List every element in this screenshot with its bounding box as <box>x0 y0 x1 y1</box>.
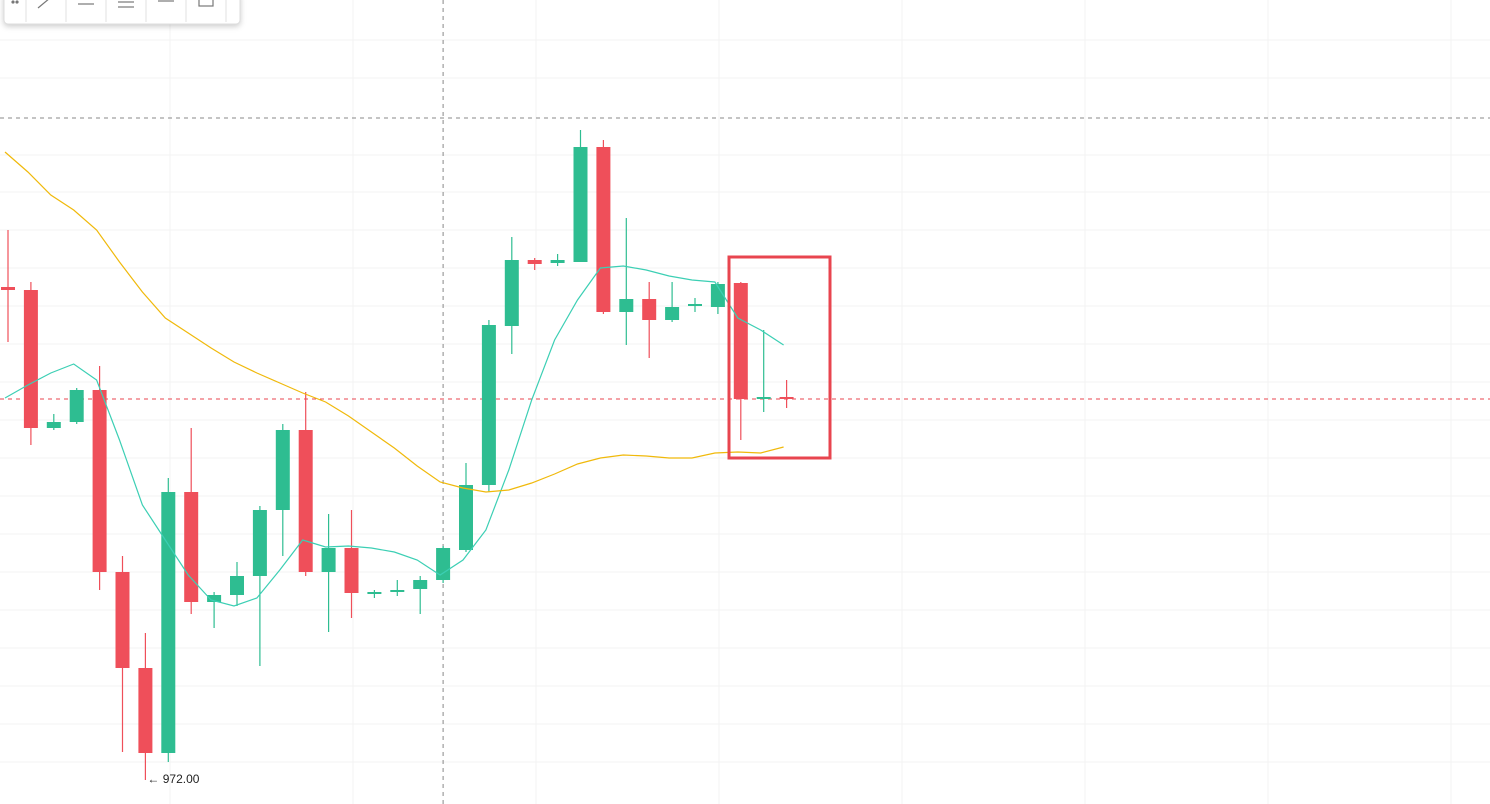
toolbar <box>3 0 241 25</box>
candle-body <box>298 430 313 572</box>
candle-body <box>504 260 519 326</box>
candle-body <box>756 397 771 399</box>
candle-body <box>46 422 61 428</box>
rect-tool[interactable] <box>198 0 214 7</box>
candle-body <box>665 307 680 320</box>
candle-body <box>344 548 359 593</box>
candle-body <box>527 260 542 264</box>
candle-body <box>23 290 38 428</box>
candle-body <box>481 325 496 485</box>
candle-body <box>550 260 565 263</box>
candle-body <box>710 284 725 307</box>
toolbar-panel <box>3 0 241 25</box>
candle-body <box>390 590 405 592</box>
candle-body <box>161 492 176 753</box>
candle-body <box>642 299 657 320</box>
candle-body <box>92 390 107 572</box>
candle-body <box>619 299 634 312</box>
highlight-box <box>727 255 832 460</box>
moving-average <box>4 265 784 607</box>
candle-body <box>69 390 84 422</box>
candle-body <box>779 397 794 399</box>
candle-body <box>207 595 222 602</box>
candle-body <box>230 576 244 595</box>
candle-body <box>115 572 130 668</box>
candle-body <box>252 510 267 576</box>
trend-tool[interactable] <box>37 0 50 9</box>
candle-body <box>413 580 428 589</box>
candle-body <box>573 147 588 262</box>
candle-body <box>184 492 199 602</box>
candle-body <box>138 668 153 753</box>
candle-body <box>321 548 336 572</box>
candle-body <box>596 147 611 312</box>
moving-average <box>4 151 784 493</box>
low-annotation: ← 972.00 <box>147 772 199 786</box>
candle-body <box>436 548 451 580</box>
candle-body <box>367 592 382 594</box>
candle-body <box>688 304 702 306</box>
candle-body <box>275 430 290 510</box>
candle-body <box>459 485 473 550</box>
candle-body <box>733 283 748 399</box>
candle-body <box>1 287 15 290</box>
